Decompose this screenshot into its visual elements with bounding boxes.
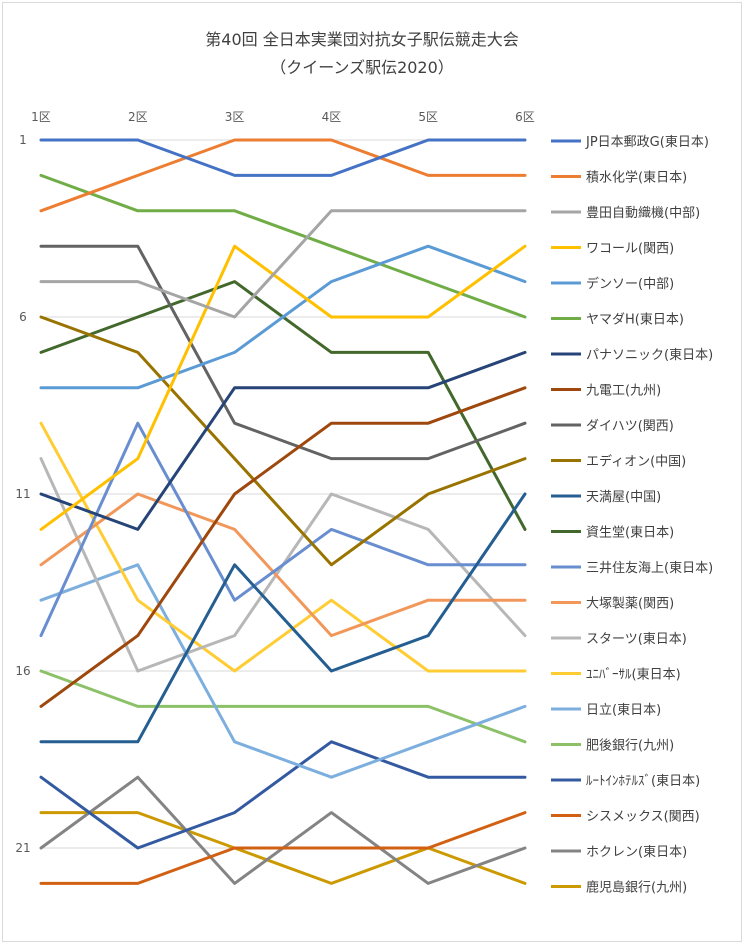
series-lines: [39, 138, 527, 885]
legend-label: ダイハツ(関西): [586, 419, 674, 434]
series-line: [39, 669, 527, 744]
series-line: [39, 350, 527, 531]
series-line: [39, 244, 527, 390]
series-line: [39, 421, 527, 638]
legend-label: 九電工(九州): [586, 384, 661, 399]
x-tick-label: 4区: [322, 110, 342, 124]
series-line: [39, 386, 527, 708]
y-tick-label: 16: [15, 664, 30, 678]
y-tick-label: 21: [15, 841, 30, 855]
series-line: [39, 244, 527, 461]
chart-subtitle: （クイーンズ駅伝2020）: [270, 58, 454, 77]
series-line: [39, 244, 527, 531]
legend-label: 大塚製薬(関西): [586, 597, 674, 612]
legend-label: 鹿児島銀行(九州): [586, 880, 687, 896]
legend-label: ホクレン(東日本): [586, 844, 687, 860]
legend-label: エディオン(中国): [586, 454, 686, 470]
series-line: [39, 740, 527, 850]
x-axis-labels: 1区 2区 3区 4区 5区 6区: [31, 110, 535, 124]
series-line: [39, 421, 527, 673]
legend-label: シスメックス(関西): [586, 810, 700, 825]
x-tick-label: 2区: [128, 110, 148, 124]
x-tick-label: 3区: [225, 110, 245, 124]
y-tick-label: 11: [15, 487, 30, 501]
legend-label: 日立(東日本): [586, 702, 661, 718]
legend-label: 積水化学(東日本): [586, 170, 687, 186]
series-line: [39, 173, 527, 319]
x-tick-label: 5区: [418, 110, 438, 124]
series-line: [39, 811, 527, 885]
legend-label: スターツ(東日本): [586, 631, 687, 647]
legend-label: 天満屋(中国): [586, 490, 661, 505]
legend-label: ヤマダH(東日本): [586, 312, 684, 328]
y-tick-label: 1: [19, 133, 27, 147]
legend: JP日本郵政G(東日本) 積水化学(東日本) 豊田自動織機(中部) ワコール(関西) デ…: [551, 134, 713, 896]
legend-label: JP日本郵政G(東日本): [585, 134, 709, 150]
legend-label: ワコール(関西): [586, 242, 674, 257]
y-tick-label: 6: [19, 310, 27, 324]
legend-label: ﾕﾆﾊﾞｰｻﾙ(東日本): [586, 667, 681, 683]
legend-label: 豊田自動織機(中部): [586, 206, 700, 221]
series-line: [39, 492, 527, 744]
legend-label: パナソニック(東日本): [586, 347, 713, 363]
x-tick-label: 6区: [515, 110, 535, 124]
legend-label: 資生堂(東日本): [586, 525, 674, 541]
series-line: [39, 138, 527, 177]
x-tick-label: 1区: [31, 110, 51, 124]
legend-label: 肥後銀行(九州): [586, 739, 674, 754]
legend-label: 三井住友海上(東日本): [586, 560, 713, 576]
legend-label: デンソー(中部): [586, 276, 674, 292]
legend-label: ﾙｰﾄｲﾝﾎﾃﾙｽﾞ(東日本): [586, 773, 700, 789]
series-line: [39, 811, 527, 885]
series-line: [39, 209, 527, 319]
series-line: [39, 138, 527, 213]
chart-title: 第40回 全日本実業団対抗女子駅伝競走大会: [205, 30, 518, 49]
series-line: [39, 492, 527, 638]
series-line: [39, 315, 527, 567]
